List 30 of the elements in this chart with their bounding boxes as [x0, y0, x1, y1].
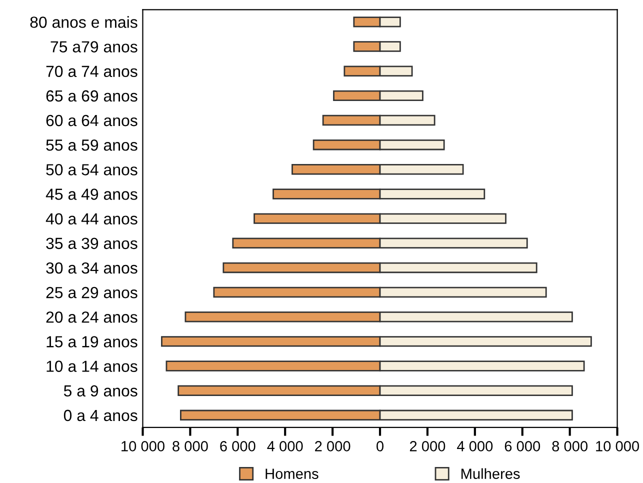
x-tick-label: 0 [376, 441, 384, 452]
x-tick-label: 10 000 [122, 441, 164, 452]
y-tick-label: 20 a 24 anos [46, 311, 138, 323]
y-tick-label: 75 a79 anos [50, 41, 138, 52]
y-tick-label: 50 a 54 anos [46, 164, 138, 176]
x-tick-label: 8 000 [552, 441, 588, 452]
y-tick-label: 30 a 34 anos [46, 262, 138, 274]
y-tick-label: 0 a 4 anos [64, 410, 138, 422]
x-tick-label: 4 000 [267, 441, 303, 452]
y-tick-label: 55 a 59 anos [46, 139, 138, 151]
y-tick-label: 80 anos e mais [30, 16, 138, 28]
y-tick-label: 70 a 74 anos [46, 66, 138, 78]
x-tick-label: 2 000 [315, 441, 350, 452]
legend-label: Homens [266, 468, 318, 479]
y-tick-label: 60 a 64 anos [46, 114, 138, 126]
y-tick-label: 35 a 39 anos [46, 238, 138, 250]
y-tick-label: 5 a 9 anos [64, 385, 138, 397]
y-tick-label: 45 a 49 anos [46, 188, 138, 200]
x-tick-label: 6 000 [504, 441, 540, 452]
x-tick-label: 2 000 [410, 441, 446, 452]
x-tick-label: 8 000 [172, 441, 208, 452]
y-tick-label: 40 a 44 anos [46, 213, 138, 224]
y-tick-label: 25 a 29 anos [46, 286, 138, 298]
x-tick-label: 6 000 [220, 441, 256, 452]
x-tick-label: 10 000 [596, 441, 640, 452]
y-tick-label: 10 a 14 anos [46, 360, 138, 372]
y-tick-label: 65 a 69 anos [46, 90, 138, 102]
legend-label: Mulheres [461, 468, 520, 479]
y-tick-label: 15 a 19 anos [46, 336, 138, 348]
x-tick-label: 4 000 [457, 441, 493, 452]
